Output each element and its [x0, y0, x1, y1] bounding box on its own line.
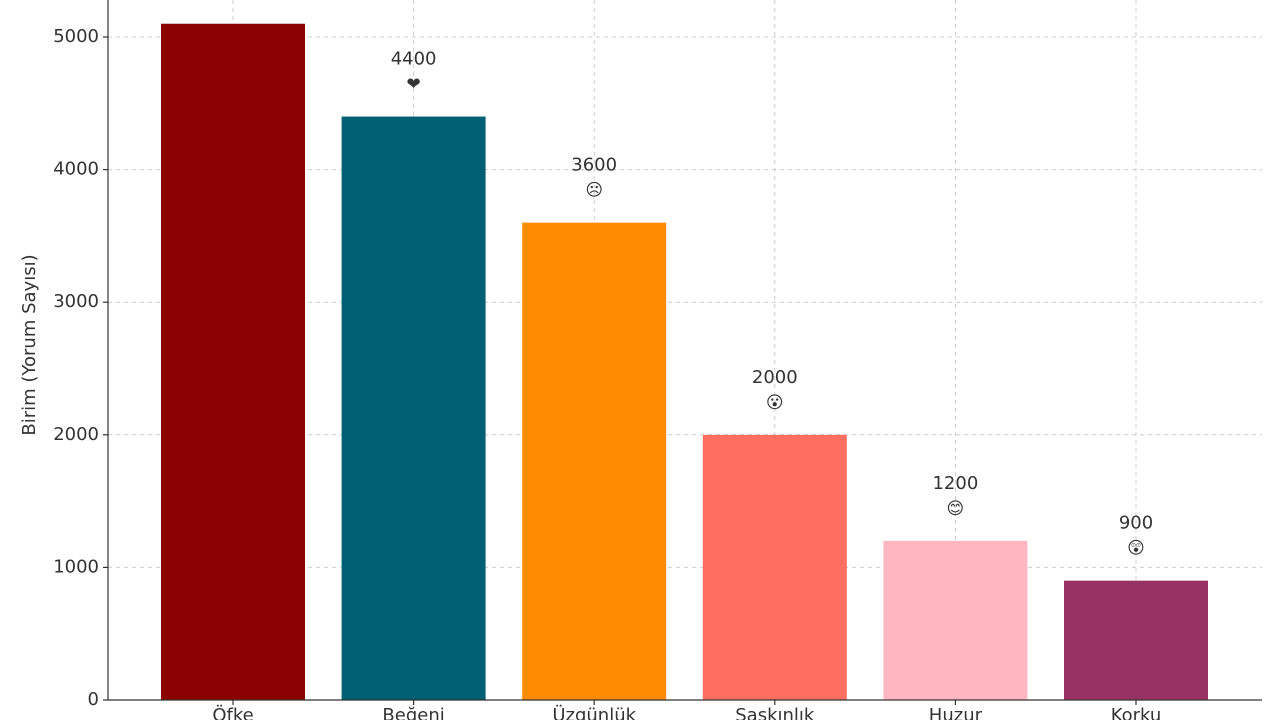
value-icon: ☹: [585, 181, 603, 201]
y-tick-label: 2000: [53, 424, 99, 445]
value-icon: 😲: [1127, 539, 1145, 559]
value-label: 1200: [932, 473, 978, 494]
y-tick-label: 1000: [53, 556, 99, 577]
value-icon: 😊: [947, 499, 965, 519]
y-tick-label: 0: [88, 689, 99, 710]
y-axis-label: Birim (Yorum Sayısı): [19, 254, 40, 435]
bar: [161, 23, 305, 701]
bar: [702, 434, 847, 700]
bar: [1064, 580, 1208, 700]
value-label: 4400: [391, 49, 437, 70]
y-tick-label: 4000: [53, 159, 99, 180]
value-icon: ❤: [406, 75, 420, 95]
y-tick-label: 5000: [53, 26, 99, 47]
x-tick-label: Şaşkınlık: [735, 705, 815, 720]
value-icon: 😠: [224, 0, 242, 2]
value-label: 3600: [571, 155, 617, 176]
bar: [341, 116, 486, 700]
x-tick-label: Huzur: [929, 705, 983, 720]
bar: [522, 222, 667, 700]
value-icon: 😮: [766, 393, 784, 413]
x-tick-label: Üzgünlük: [552, 704, 636, 720]
bar: [883, 540, 1028, 700]
value-label: 900: [1119, 513, 1153, 534]
y-tick-label: 3000: [53, 291, 99, 312]
x-tick-label: Beğeni: [382, 705, 444, 720]
x-tick-label: Öfke: [212, 704, 253, 720]
x-tick-label: Korku: [1111, 705, 1162, 720]
value-label: 2000: [752, 367, 798, 388]
